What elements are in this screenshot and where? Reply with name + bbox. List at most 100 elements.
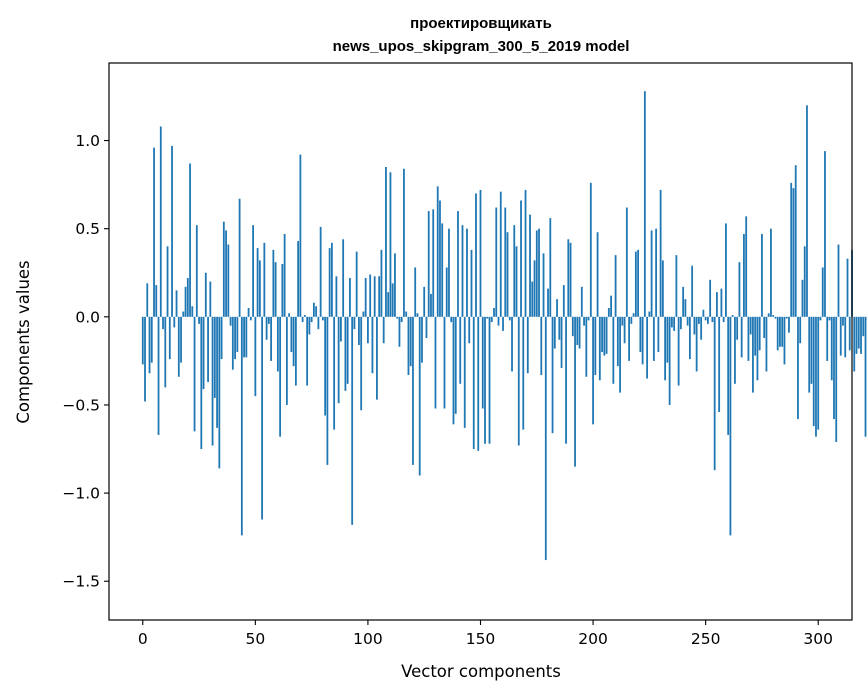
bar [592, 316, 594, 425]
bar [486, 316, 489, 319]
bar [234, 316, 236, 360]
bar [490, 316, 493, 323]
bar [394, 253, 396, 317]
bar [756, 316, 759, 381]
bar [515, 246, 518, 317]
bar [826, 316, 829, 361]
bar [247, 308, 250, 317]
bar [702, 309, 705, 317]
bar [220, 316, 223, 360]
bar [186, 278, 189, 317]
bar [177, 316, 180, 377]
bar [544, 316, 547, 561]
bar [400, 316, 403, 323]
bar [153, 147, 155, 317]
bar [198, 316, 200, 324]
bar [855, 316, 858, 354]
bar [639, 316, 642, 353]
bar [166, 246, 169, 317]
bar [436, 186, 439, 317]
bar [812, 316, 815, 427]
y-tick-label: −0.5 [62, 396, 100, 414]
bar [698, 316, 700, 324]
bar [535, 230, 538, 317]
bar [594, 316, 597, 375]
bar [693, 316, 696, 335]
bar [605, 316, 608, 354]
bar [270, 316, 273, 361]
bar [691, 265, 694, 317]
bar [310, 316, 313, 323]
bar [531, 281, 534, 317]
chart-title-line-1: проектировщикать [410, 15, 552, 32]
bar [657, 316, 660, 353]
y-tick-label: 0.5 [75, 220, 100, 238]
bar [398, 316, 401, 347]
bar [668, 316, 671, 405]
y-tick-label: −1.5 [62, 573, 100, 591]
bar [713, 316, 716, 471]
bar [747, 316, 750, 361]
bar [785, 316, 788, 319]
bar [371, 316, 374, 374]
bar [346, 316, 349, 384]
bar [848, 316, 851, 351]
bar [556, 299, 558, 317]
bar [621, 316, 624, 326]
bar [497, 316, 500, 326]
bar [378, 276, 381, 317]
bar [184, 286, 187, 317]
bar [553, 316, 556, 349]
bar [504, 207, 507, 317]
bar [524, 189, 527, 317]
bar [745, 216, 748, 317]
bar [308, 316, 311, 335]
bar [857, 316, 860, 349]
bar [180, 316, 182, 363]
bar [306, 316, 309, 386]
bar [466, 228, 468, 317]
bar [630, 316, 633, 324]
bar [625, 207, 628, 317]
bar [425, 316, 428, 338]
bar [673, 316, 676, 331]
bar [189, 163, 191, 317]
bar [806, 105, 808, 317]
bar [612, 316, 615, 384]
bar [258, 260, 261, 317]
bar [168, 316, 171, 360]
bar [508, 316, 511, 321]
bar [763, 316, 766, 338]
bar [434, 316, 437, 409]
bar [470, 249, 473, 317]
bar [565, 316, 567, 444]
bar [240, 316, 243, 536]
bar [457, 211, 459, 317]
bar [790, 182, 793, 317]
bar [835, 316, 838, 442]
bar [171, 145, 173, 317]
bar [279, 316, 282, 437]
bar [387, 292, 390, 317]
bar [695, 316, 698, 372]
bar [619, 316, 621, 393]
bar [477, 316, 480, 451]
bar [236, 316, 239, 353]
bar [810, 316, 813, 384]
bar [173, 316, 176, 328]
bar [529, 214, 531, 317]
bar [319, 226, 322, 317]
bar [797, 316, 799, 420]
bar [688, 316, 691, 360]
bar [294, 316, 297, 386]
bar [632, 313, 635, 317]
bar [711, 316, 714, 323]
bar [569, 242, 572, 317]
bar [238, 198, 241, 317]
bar [333, 316, 336, 430]
bar [421, 316, 423, 363]
bar [358, 316, 360, 346]
bar [655, 228, 658, 317]
bar [578, 316, 581, 349]
